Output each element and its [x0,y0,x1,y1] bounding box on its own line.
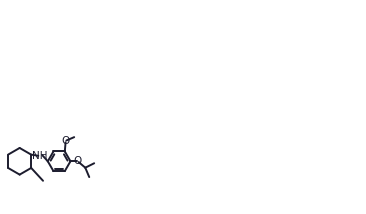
Text: O: O [61,136,70,146]
Text: NH: NH [32,151,48,161]
Text: O: O [74,156,82,166]
